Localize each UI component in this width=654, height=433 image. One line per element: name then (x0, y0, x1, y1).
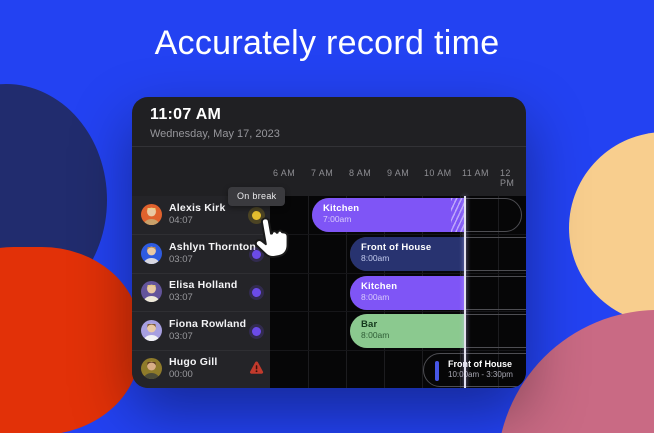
schedule-card: 11:07 AM Wednesday, May 17, 2023 6 AM 7 … (132, 97, 526, 388)
shift-block[interactable]: Front of House 8:00am (350, 237, 464, 271)
row-gridline (270, 350, 526, 351)
shift-start-time: 7:00am (323, 214, 352, 224)
break-hatch-pattern (451, 198, 464, 232)
employee-name: Fiona Rowland (169, 318, 247, 330)
row-divider (132, 234, 270, 235)
avatar (141, 204, 162, 225)
shift-block[interactable]: Kitchen 7:00am (312, 198, 464, 232)
alert-icon[interactable] (249, 361, 264, 380)
hour-gridline (308, 196, 309, 388)
scheduled-shift-pill[interactable]: Front of House 10:00am - 3:30pm (423, 353, 526, 387)
shift-time-range: 10:00am - 3:30pm (448, 370, 513, 379)
break-status-icon[interactable] (252, 211, 261, 220)
employee-row[interactable]: Alexis Kirk 04:07 (132, 196, 270, 234)
avatar (141, 243, 162, 264)
hero-title: Accurately record time (154, 24, 500, 62)
employee-name: Alexis Kirk (169, 202, 226, 214)
employee-elapsed-time: 03:07 (169, 331, 193, 342)
current-time-line (464, 196, 466, 388)
hour-label: 12 PM (500, 168, 515, 188)
employee-row[interactable]: Elisa Holland 03:07 (132, 273, 270, 311)
hour-label: 8 AM (349, 168, 372, 178)
shift-label: Front of House (361, 242, 432, 253)
hour-gridline (498, 196, 499, 388)
schedule-grid: Kitchen 7:00am Front of House 8:00am Kit… (270, 196, 526, 388)
clock-date: Wednesday, May 17, 2023 (150, 128, 280, 140)
decor-blob-red (0, 247, 140, 433)
employee-row[interactable]: Fiona Rowland 03:07 (132, 312, 270, 350)
employee-elapsed-time: 04:07 (169, 215, 193, 226)
avatar (141, 281, 162, 302)
shift-progress-bar-icon (435, 361, 439, 381)
row-divider (132, 311, 270, 312)
active-status-icon[interactable] (252, 288, 261, 297)
employee-panel: Alexis Kirk 04:07 Ashlyn Thornton 03:07 … (132, 196, 270, 388)
employee-elapsed-time: 03:07 (169, 292, 193, 303)
hour-label: 7 AM (311, 168, 334, 178)
shift-block[interactable]: Kitchen 8:00am (350, 276, 464, 310)
shift-label: Kitchen (323, 203, 360, 214)
hour-label: 11 AM (462, 168, 489, 178)
shift-start-time: 8:00am (361, 292, 390, 302)
row-divider (132, 273, 270, 274)
avatar (141, 358, 162, 379)
decor-blob-cream (569, 132, 654, 324)
active-status-icon[interactable] (252, 250, 261, 259)
row-divider (132, 350, 270, 351)
employee-elapsed-time: 00:00 (169, 369, 193, 380)
employee-elapsed-time: 03:07 (169, 254, 193, 265)
employee-name: Ashlyn Thornton (169, 241, 256, 253)
row-gridline (270, 273, 526, 274)
employee-name: Hugo Gill (169, 356, 218, 368)
employee-row[interactable]: Ashlyn Thornton 03:07 (132, 235, 270, 273)
hour-label: 6 AM (273, 168, 296, 178)
on-break-tooltip: On break (228, 187, 286, 206)
shift-label: Bar (361, 319, 378, 330)
hour-gridline (346, 196, 347, 388)
active-status-icon[interactable] (252, 327, 261, 336)
row-gridline (270, 311, 526, 312)
clock-time: 11:07 AM (150, 106, 222, 123)
header-divider (132, 146, 526, 147)
employee-row[interactable]: Hugo Gill 00:00 (132, 350, 270, 388)
avatar (141, 320, 162, 341)
hour-label: 10 AM (424, 168, 452, 178)
shift-label: Kitchen (361, 281, 398, 292)
shift-start-time: 8:00am (361, 253, 390, 263)
shift-label: Front of House (448, 359, 512, 369)
shift-start-time: 8:00am (361, 330, 390, 340)
cursor-icon (251, 216, 293, 267)
employee-name: Elisa Holland (169, 279, 238, 291)
hour-label: 9 AM (387, 168, 410, 178)
shift-block[interactable]: Bar 8:00am (350, 314, 464, 348)
row-gridline (270, 234, 526, 235)
